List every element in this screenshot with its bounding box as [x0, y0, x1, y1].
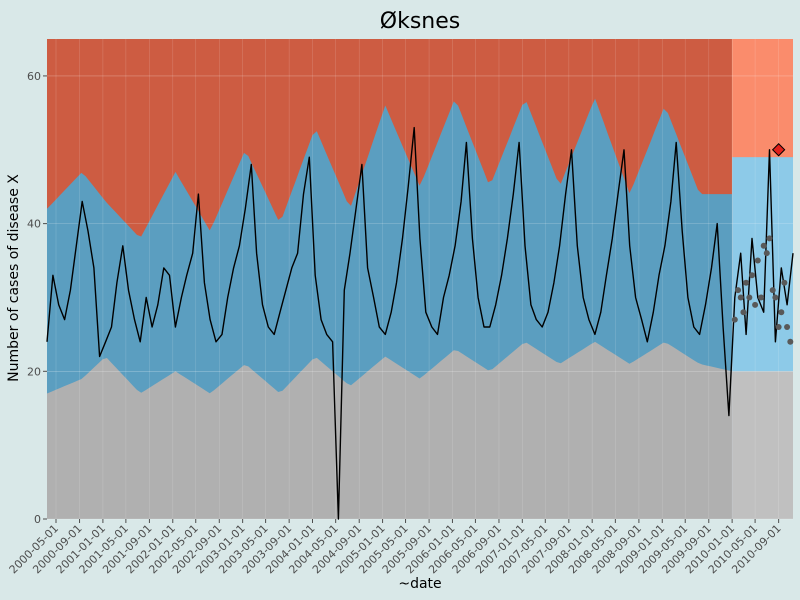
y-tick-label: 40 [27, 218, 41, 231]
forecast-point [781, 279, 788, 286]
y-tick-label: 0 [34, 513, 41, 526]
y-tick-label: 20 [27, 365, 41, 378]
alert-marker [771, 143, 786, 157]
forecast-point [769, 287, 776, 294]
forecast-point [735, 287, 742, 294]
plot-area [47, 39, 793, 519]
forecast-point [731, 316, 738, 323]
data-series [46, 126, 794, 520]
series-line-cases [46, 126, 794, 520]
forecast-point [778, 309, 785, 316]
forecast-point [749, 272, 756, 279]
forecast-point [787, 338, 794, 345]
forecast-point [766, 235, 773, 242]
forecast-point [775, 324, 782, 330]
forecast-point [754, 257, 761, 264]
forecast-point [743, 279, 750, 286]
low-band-forecast [732, 371, 793, 519]
forecast-point [752, 301, 759, 308]
chart-title: Øksnes [380, 9, 460, 34]
forecast-point [760, 242, 767, 249]
y-axis-title: Number of cases of disease X [6, 174, 22, 382]
forecast-point [746, 294, 753, 301]
forecast-point [772, 294, 779, 301]
x-axis-title: ~date [398, 576, 441, 592]
forecast-point [737, 294, 744, 301]
forecast-point [784, 324, 791, 330]
low-band-baseline [47, 341, 733, 519]
grid-lines [47, 39, 793, 520]
forecast-point [740, 309, 747, 316]
forecast-point [763, 250, 770, 257]
forecast-point [758, 294, 765, 301]
y-tick-label: 60 [27, 70, 41, 83]
